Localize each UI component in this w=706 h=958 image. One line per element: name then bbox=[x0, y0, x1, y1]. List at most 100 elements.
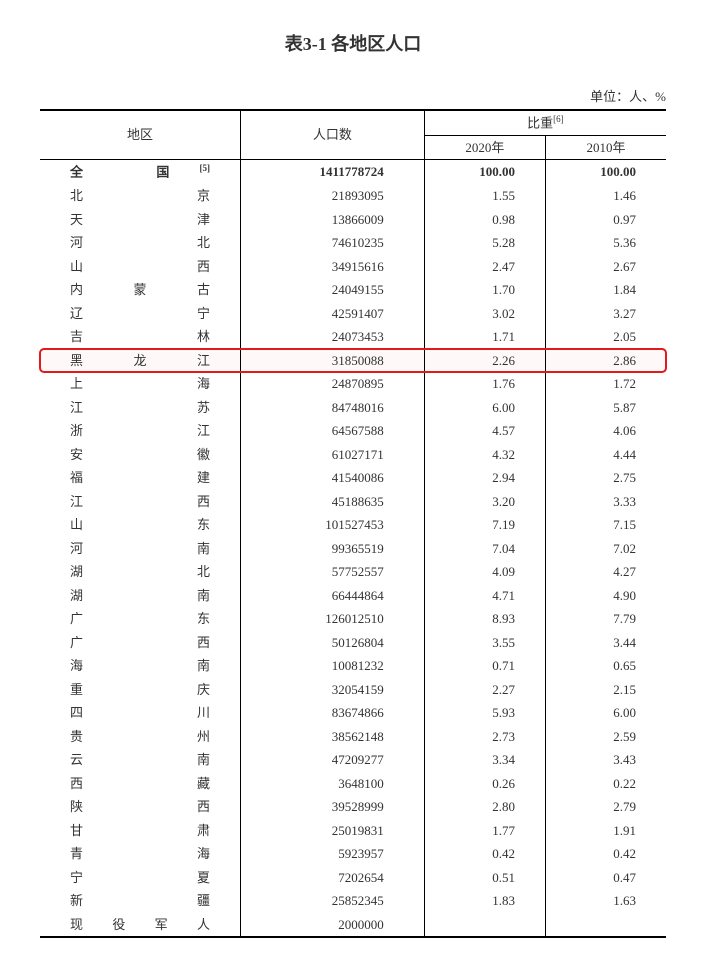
cell-region: 吉 林 bbox=[40, 325, 241, 349]
cell-2020: 2.47 bbox=[424, 255, 545, 279]
cell-2020: 2.26 bbox=[424, 349, 545, 373]
cell-population: 41540086 bbox=[241, 466, 425, 490]
cell-region: 黑龙江 bbox=[40, 349, 241, 373]
cell-2020: 8.93 bbox=[424, 607, 545, 631]
cell-2020: 1.77 bbox=[424, 819, 545, 843]
table-row: 吉 林240734531.712.05 bbox=[40, 325, 666, 349]
cell-2010: 2.59 bbox=[546, 725, 666, 749]
cell-region: 福 建 bbox=[40, 466, 241, 490]
cell-population: 126012510 bbox=[241, 607, 425, 631]
cell-region: 江 西 bbox=[40, 490, 241, 514]
table-row: 北 京218930951.551.46 bbox=[40, 184, 666, 208]
cell-population: 50126804 bbox=[241, 631, 425, 655]
cell-region: 湖 北 bbox=[40, 560, 241, 584]
cell-population: 10081232 bbox=[241, 654, 425, 678]
cell-2010: 3.27 bbox=[546, 302, 666, 326]
cell-2010: 0.22 bbox=[546, 772, 666, 796]
cell-2010: 100.00 bbox=[546, 160, 666, 184]
cell-region: 湖 南 bbox=[40, 584, 241, 608]
table-row: 广 东1260125108.937.79 bbox=[40, 607, 666, 631]
cell-2020: 3.55 bbox=[424, 631, 545, 655]
cell-2010: 5.36 bbox=[546, 231, 666, 255]
cell-2010: 3.44 bbox=[546, 631, 666, 655]
cell-2020: 4.71 bbox=[424, 584, 545, 608]
cell-2010: 7.02 bbox=[546, 537, 666, 561]
cell-region: 河 北 bbox=[40, 231, 241, 255]
cell-population: 7202654 bbox=[241, 866, 425, 890]
cell-2010: 7.79 bbox=[546, 607, 666, 631]
table-row: 河 北746102355.285.36 bbox=[40, 231, 666, 255]
table-row: 重 庆320541592.272.15 bbox=[40, 678, 666, 702]
cell-region: 广 西 bbox=[40, 631, 241, 655]
cell-2020: 2.73 bbox=[424, 725, 545, 749]
cell-region: 天 津 bbox=[40, 208, 241, 232]
cell-region: 海 南 bbox=[40, 654, 241, 678]
cell-population: 99365519 bbox=[241, 537, 425, 561]
cell-region: 江 苏 bbox=[40, 396, 241, 420]
cell-region: 安 徽 bbox=[40, 443, 241, 467]
cell-2010: 3.43 bbox=[546, 748, 666, 772]
cell-2020: 4.57 bbox=[424, 419, 545, 443]
table-row: 湖 北577525574.094.27 bbox=[40, 560, 666, 584]
population-table: 地区 人口数 比重[6] 2020年 2010年 全 国[5]141177872… bbox=[40, 109, 666, 938]
cell-2020: 0.51 bbox=[424, 866, 545, 890]
cell-population: 45188635 bbox=[241, 490, 425, 514]
table-row: 云 南472092773.343.43 bbox=[40, 748, 666, 772]
cell-population: 24049155 bbox=[241, 278, 425, 302]
cell-region: 陕 西 bbox=[40, 795, 241, 819]
cell-population: 74610235 bbox=[241, 231, 425, 255]
cell-population: 21893095 bbox=[241, 184, 425, 208]
cell-population: 31850088 bbox=[241, 349, 425, 373]
cell-region: 北 京 bbox=[40, 184, 241, 208]
table-row: 天 津138660090.980.97 bbox=[40, 208, 666, 232]
table-row: 安 徽610271714.324.44 bbox=[40, 443, 666, 467]
cell-region: 山 西 bbox=[40, 255, 241, 279]
cell-region: 四 川 bbox=[40, 701, 241, 725]
cell-2020: 7.19 bbox=[424, 513, 545, 537]
table-row: 内蒙古240491551.701.84 bbox=[40, 278, 666, 302]
table-row: 湖 南664448644.714.90 bbox=[40, 584, 666, 608]
cell-region: 青 海 bbox=[40, 842, 241, 866]
cell-2020: 100.00 bbox=[424, 160, 545, 184]
cell-2010: 2.75 bbox=[546, 466, 666, 490]
cell-population: 39528999 bbox=[241, 795, 425, 819]
table-row: 福 建415400862.942.75 bbox=[40, 466, 666, 490]
col-header-2020: 2020年 bbox=[424, 135, 545, 160]
cell-population: 1411778724 bbox=[241, 160, 425, 184]
cell-2010: 7.15 bbox=[546, 513, 666, 537]
table-row: 河 南993655197.047.02 bbox=[40, 537, 666, 561]
table-row: 青 海59239570.420.42 bbox=[40, 842, 666, 866]
cell-2010: 2.05 bbox=[546, 325, 666, 349]
cell-2020: 0.42 bbox=[424, 842, 545, 866]
cell-2020: 6.00 bbox=[424, 396, 545, 420]
cell-population: 38562148 bbox=[241, 725, 425, 749]
cell-region: 河 南 bbox=[40, 537, 241, 561]
cell-2020: 3.02 bbox=[424, 302, 545, 326]
cell-2020: 5.28 bbox=[424, 231, 545, 255]
table-row: 新 疆258523451.831.63 bbox=[40, 889, 666, 913]
cell-2020: 1.76 bbox=[424, 372, 545, 396]
table-row: 江 苏847480166.005.87 bbox=[40, 396, 666, 420]
cell-2010: 4.44 bbox=[546, 443, 666, 467]
cell-population: 2000000 bbox=[241, 913, 425, 938]
table-row: 黑龙江318500882.262.86 bbox=[40, 349, 666, 373]
cell-population: 24073453 bbox=[241, 325, 425, 349]
cell-2020: 1.70 bbox=[424, 278, 545, 302]
cell-region: 现役军人 bbox=[40, 913, 241, 938]
table-row: 宁 夏72026540.510.47 bbox=[40, 866, 666, 890]
cell-region: 贵 州 bbox=[40, 725, 241, 749]
cell-2020: 2.94 bbox=[424, 466, 545, 490]
cell-2020: 5.93 bbox=[424, 701, 545, 725]
table-row: 江 西451886353.203.33 bbox=[40, 490, 666, 514]
cell-region: 内蒙古 bbox=[40, 278, 241, 302]
cell-2020: 2.80 bbox=[424, 795, 545, 819]
table-row: 四 川836748665.936.00 bbox=[40, 701, 666, 725]
cell-population: 25852345 bbox=[241, 889, 425, 913]
cell-population: 101527453 bbox=[241, 513, 425, 537]
cell-2010: 1.91 bbox=[546, 819, 666, 843]
cell-population: 32054159 bbox=[241, 678, 425, 702]
cell-region: 辽 宁 bbox=[40, 302, 241, 326]
cell-2010 bbox=[546, 913, 666, 938]
table-row: 海 南100812320.710.65 bbox=[40, 654, 666, 678]
cell-population: 24870895 bbox=[241, 372, 425, 396]
